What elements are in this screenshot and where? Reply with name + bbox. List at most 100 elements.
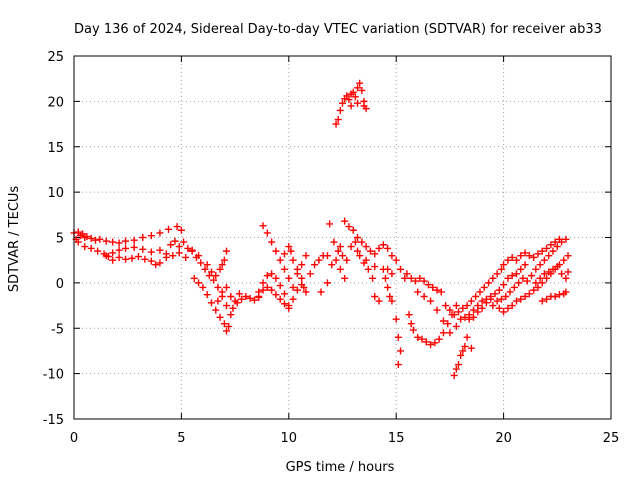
data-point (203, 261, 211, 269)
data-point (392, 256, 400, 264)
data-point (384, 265, 392, 273)
data-point (504, 304, 512, 312)
data-point (485, 279, 493, 287)
data-point (369, 274, 377, 282)
data-point (285, 274, 293, 282)
data-point (192, 253, 200, 261)
data-point (403, 270, 411, 278)
data-point (478, 304, 486, 312)
data-point (500, 281, 508, 289)
data-point (130, 243, 138, 251)
data-point (433, 306, 441, 314)
data-point (115, 239, 123, 247)
data-point (203, 291, 211, 299)
data-point (272, 247, 280, 255)
data-point (564, 252, 572, 260)
data-point (424, 281, 432, 289)
data-point (165, 225, 173, 233)
data-point (414, 288, 422, 296)
data-point (212, 306, 220, 314)
data-point (87, 244, 95, 252)
data-point (323, 252, 331, 260)
data-point (551, 238, 559, 246)
data-point (512, 270, 520, 278)
data-point (263, 283, 271, 291)
data-point (315, 256, 323, 264)
data-point (134, 253, 142, 261)
data-point (102, 252, 110, 260)
data-point (457, 351, 465, 359)
data-point (452, 365, 460, 373)
data-point (463, 302, 471, 310)
data-point (371, 263, 379, 271)
data-point (502, 292, 510, 300)
data-point (223, 247, 231, 255)
data-point (562, 288, 570, 296)
data-point (412, 277, 420, 285)
data-point (317, 288, 325, 296)
data-point (300, 283, 308, 291)
data-point (534, 250, 542, 258)
data-point (169, 252, 177, 260)
data-point (543, 295, 551, 303)
data-point (139, 234, 147, 241)
data-point (555, 235, 563, 243)
plot-frame (73, 55, 612, 420)
data-point (401, 274, 409, 282)
data-point (289, 283, 297, 291)
data-point (461, 313, 469, 321)
y-tick-label: 25 (47, 50, 64, 65)
data-point (525, 290, 533, 298)
data-point (199, 283, 207, 291)
data-point (396, 347, 404, 355)
data-point (517, 252, 525, 260)
data-point (493, 270, 501, 278)
data-point (562, 274, 570, 282)
data-point (495, 304, 503, 312)
data-point (336, 243, 344, 251)
data-point (536, 261, 544, 269)
data-point (564, 268, 572, 276)
data-point (227, 292, 235, 300)
data-point (379, 241, 387, 249)
data-point (328, 261, 336, 269)
data-point (336, 265, 344, 273)
data-point (362, 256, 370, 264)
data-point (459, 304, 467, 312)
data-point (272, 291, 280, 299)
data-point (407, 274, 415, 282)
data-point (102, 237, 110, 245)
data-point (302, 252, 310, 260)
data-point (427, 297, 435, 305)
data-point (91, 236, 99, 244)
data-point (358, 86, 366, 94)
axis-ticks: 0 5 10 15 20 25 -15 -10 -5 0 5 10 15 20 25 (43, 50, 620, 446)
data-point (517, 295, 525, 303)
data-point (205, 272, 213, 280)
data-point (545, 268, 553, 276)
data-point (238, 295, 246, 303)
x-tick-label: 15 (388, 431, 405, 446)
x-tick-label: 5 (177, 431, 185, 446)
y-tick-label: 5 (56, 232, 64, 247)
data-point (474, 302, 482, 310)
data-point (276, 295, 284, 303)
data-point (405, 311, 413, 319)
data-point (347, 102, 355, 110)
data-point (356, 252, 364, 260)
data-point (139, 245, 147, 253)
data-point (388, 297, 396, 305)
data-point (220, 320, 228, 328)
data-point (396, 265, 404, 273)
data-point (281, 265, 289, 273)
data-point (504, 256, 512, 264)
data-point (122, 255, 130, 263)
data-point (512, 297, 520, 305)
data-point (175, 243, 183, 251)
x-tick-label: 10 (281, 431, 298, 446)
data-point (512, 256, 520, 264)
data-point (81, 243, 89, 251)
data-point (223, 327, 231, 335)
data-point (414, 333, 422, 341)
data-point (326, 220, 334, 228)
